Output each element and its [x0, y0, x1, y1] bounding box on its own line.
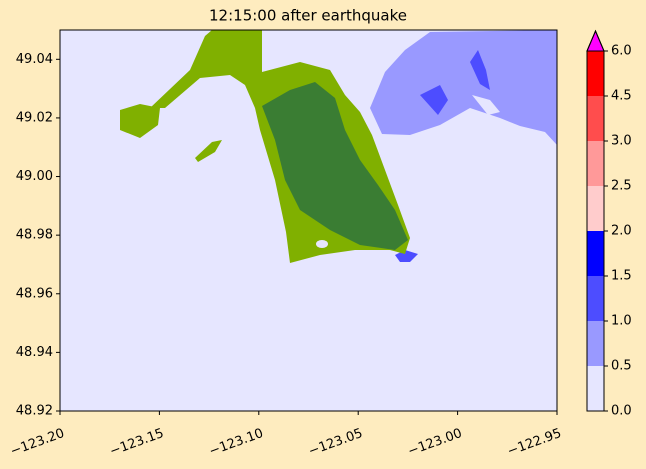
- y-tick-label: 49.04: [16, 52, 53, 67]
- colorbar-tick-label: 0.0: [611, 404, 632, 419]
- colorbar-band: [587, 231, 604, 276]
- wave-zone: [370, 30, 557, 145]
- colorbar-tick-label: 2.5: [611, 179, 632, 194]
- lagoon: [316, 240, 328, 248]
- colorbar-tick-label: 1.5: [611, 269, 632, 284]
- colorbar-tick-label: 1.0: [611, 314, 632, 329]
- colorbar-band: [587, 141, 604, 186]
- colorbar-tick-label: 0.5: [611, 359, 632, 374]
- colorbar-band: [587, 276, 604, 321]
- colorbar-band: [587, 366, 604, 411]
- colorbar-band: [587, 51, 604, 96]
- map-area: [60, 30, 557, 411]
- colorbar-tick-label: 3.0: [611, 134, 632, 149]
- colorbar-band: [587, 186, 604, 231]
- water-patch: [472, 95, 500, 115]
- plot-frame: [59, 29, 558, 412]
- colorbar-tick-label: 4.5: [611, 89, 632, 104]
- y-tick-label: 49.02: [16, 110, 53, 125]
- y-tick-label: 48.94: [16, 345, 53, 360]
- y-tick-label: 48.92: [16, 404, 53, 419]
- chart-title: 12:15:00 after earthquake: [209, 7, 407, 25]
- y-tick-label: 49.00: [16, 169, 53, 184]
- y-tick-label: 48.96: [16, 286, 53, 301]
- land-island: [120, 104, 222, 162]
- y-tick-label: 48.98: [16, 228, 53, 243]
- colorbar-band: [587, 321, 604, 366]
- deep-land: [262, 82, 408, 250]
- colorbar-band: [587, 96, 604, 141]
- colorbar-tick-label: 2.0: [611, 224, 632, 239]
- colorbar-tick-label: 6.0: [611, 44, 632, 59]
- wave-zone-strong: [395, 50, 490, 262]
